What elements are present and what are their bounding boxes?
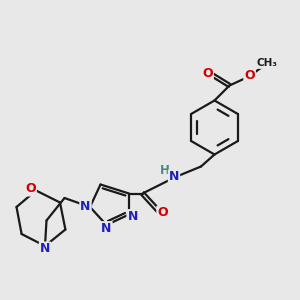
Text: O: O [157,206,168,220]
Text: N: N [40,242,50,256]
Text: CH₃: CH₃ [256,58,278,68]
Text: N: N [169,170,179,184]
Text: N: N [101,222,112,235]
Text: O: O [25,182,36,196]
Text: N: N [128,210,138,223]
Text: O: O [202,67,213,80]
Text: H: H [160,164,170,177]
Text: N: N [80,200,91,214]
Text: O: O [244,69,255,82]
